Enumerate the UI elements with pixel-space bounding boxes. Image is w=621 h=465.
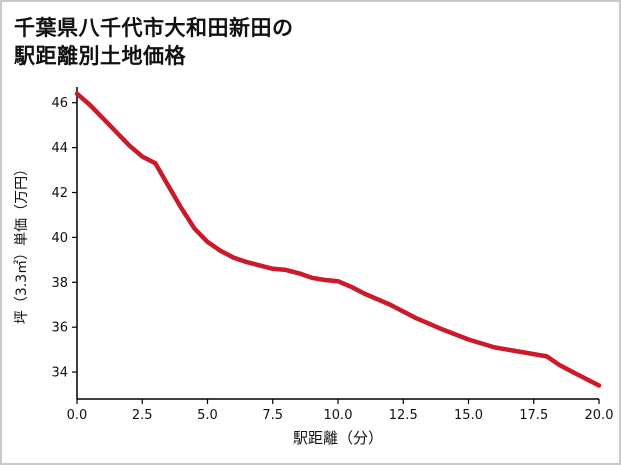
x-tick-label: 7.5	[262, 408, 283, 423]
y-tick-label: 46	[51, 96, 68, 111]
y-axis-label: 坪（3.3㎡）単価（万円）	[14, 162, 30, 324]
y-tick-label: 40	[51, 231, 68, 246]
y-tick-label: 42	[51, 186, 68, 201]
chart-title-line2: 駅距離別土地価格	[14, 44, 186, 69]
x-tick-label: 20.0	[585, 408, 614, 423]
x-tick-label: 2.5	[132, 408, 153, 423]
x-tick-label: 12.5	[389, 408, 418, 423]
x-tick-label: 10.0	[324, 408, 353, 423]
x-tick-label: 15.0	[454, 408, 483, 423]
y-tick-label: 44	[51, 141, 68, 156]
x-tick-label: 5.0	[197, 408, 218, 423]
price-line	[74, 91, 602, 388]
y-tick-label: 38	[51, 276, 68, 291]
x-tick-label: 17.5	[519, 408, 548, 423]
x-axis-label: 駅距離（分）	[293, 429, 383, 447]
chart-title-line1: 千葉県八千代市大和田新田の	[14, 16, 294, 40]
y-tick-label: 36	[51, 321, 68, 336]
chart-title: 千葉県八千代市大和田新田の 駅距離別土地価格	[14, 14, 294, 71]
x-tick-label: 0.0	[67, 408, 88, 423]
y-tick-label: 34	[51, 366, 68, 381]
